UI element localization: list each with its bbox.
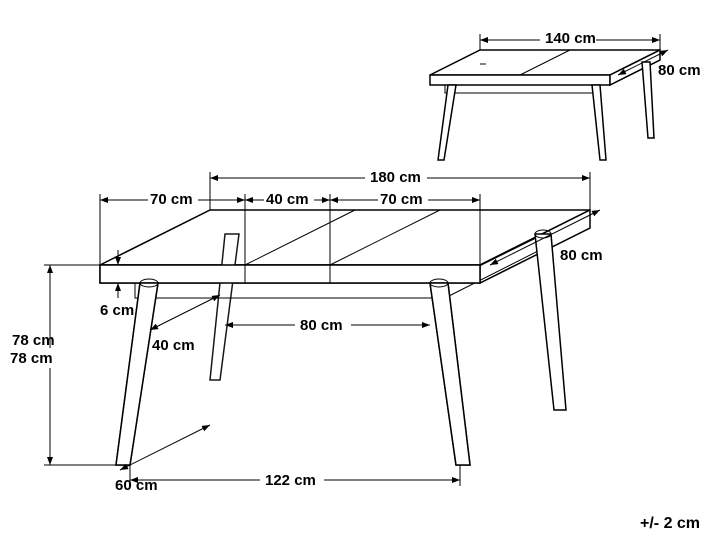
section-left-label: 70 cm (150, 191, 193, 208)
small-table: 140 cm 80 cm (430, 30, 701, 160)
leg-span-label: 80 cm (300, 317, 343, 334)
thickness-label: 6 cm (100, 302, 134, 319)
small-depth-label: 80 cm (658, 62, 701, 79)
height-label-b: 78 cm (10, 350, 53, 367)
depth-label: 80 cm (560, 247, 603, 264)
height-label: 78 cm (12, 332, 55, 349)
large-table: 180 cm 70 cm 40 cm 70 cm 80 cm 6 cm 78 c… (10, 168, 603, 494)
small-width-label: 140 cm (545, 30, 596, 47)
total-width-label: 180 cm (370, 169, 421, 186)
dimension-diagram: 140 cm 80 cm (0, 0, 720, 540)
tolerance-label: +/- 2 cm (640, 515, 700, 532)
section-mid-label: 40 cm (266, 191, 309, 208)
leg-inset-label: 40 cm (152, 337, 195, 354)
section-right-label: 70 cm (380, 191, 423, 208)
floor-width-label: 122 cm (265, 472, 316, 489)
